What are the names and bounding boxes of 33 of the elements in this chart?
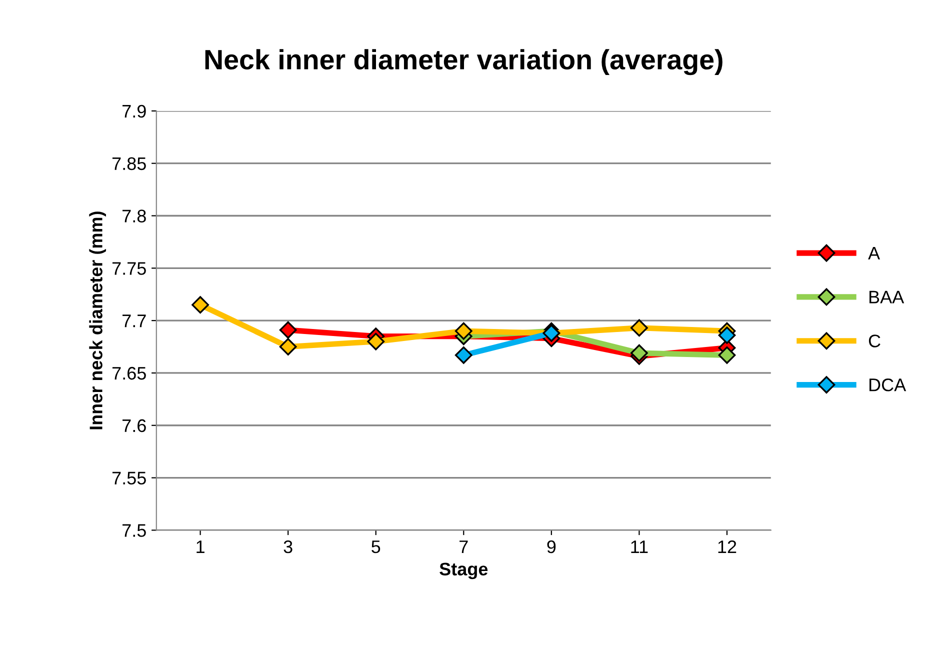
- legend-label: DCA: [870, 378, 906, 392]
- legend-label: C: [868, 334, 880, 348]
- y-tick-label: 7.65: [112, 366, 146, 380]
- point: [718, 326, 736, 344]
- point: [279, 321, 297, 339]
- y-tick-label: 7.8: [122, 210, 146, 222]
- y-tick-label: 7.55: [112, 472, 146, 485]
- x-tick-label: 7: [460, 540, 468, 553]
- y-axis-title: Inner neck diameter (mm): [89, 212, 106, 430]
- x-axis-title: Stage: [440, 562, 488, 580]
- point: [454, 322, 472, 340]
- x-tick-label: 5: [372, 540, 380, 554]
- x-tick-label: 11: [631, 540, 648, 553]
- point: [630, 319, 648, 337]
- x-tick-label: 3: [284, 540, 292, 554]
- chart-title: Neck inner diameter variation (average): [205, 49, 722, 76]
- x-tick-label: 12: [718, 540, 736, 553]
- legend-label: A: [868, 246, 880, 260]
- legend-label: BAA: [870, 290, 904, 304]
- x-tick-label: 9: [547, 540, 556, 554]
- y-tick-label: 7.85: [112, 157, 146, 170]
- point: [630, 344, 648, 362]
- point: [192, 296, 209, 314]
- y-tick-label: 7.9: [122, 104, 146, 118]
- point: [454, 346, 472, 364]
- y-tick-label: 7.5: [122, 524, 146, 537]
- y-tick-label: 7.75: [112, 262, 146, 275]
- x-tick-label: 1: [196, 540, 204, 553]
- y-tick-label: 7.7: [122, 314, 146, 328]
- point: [367, 332, 385, 350]
- y-tick-label: 7.6: [122, 419, 146, 432]
- point: [279, 338, 297, 356]
- point: [718, 346, 736, 364]
